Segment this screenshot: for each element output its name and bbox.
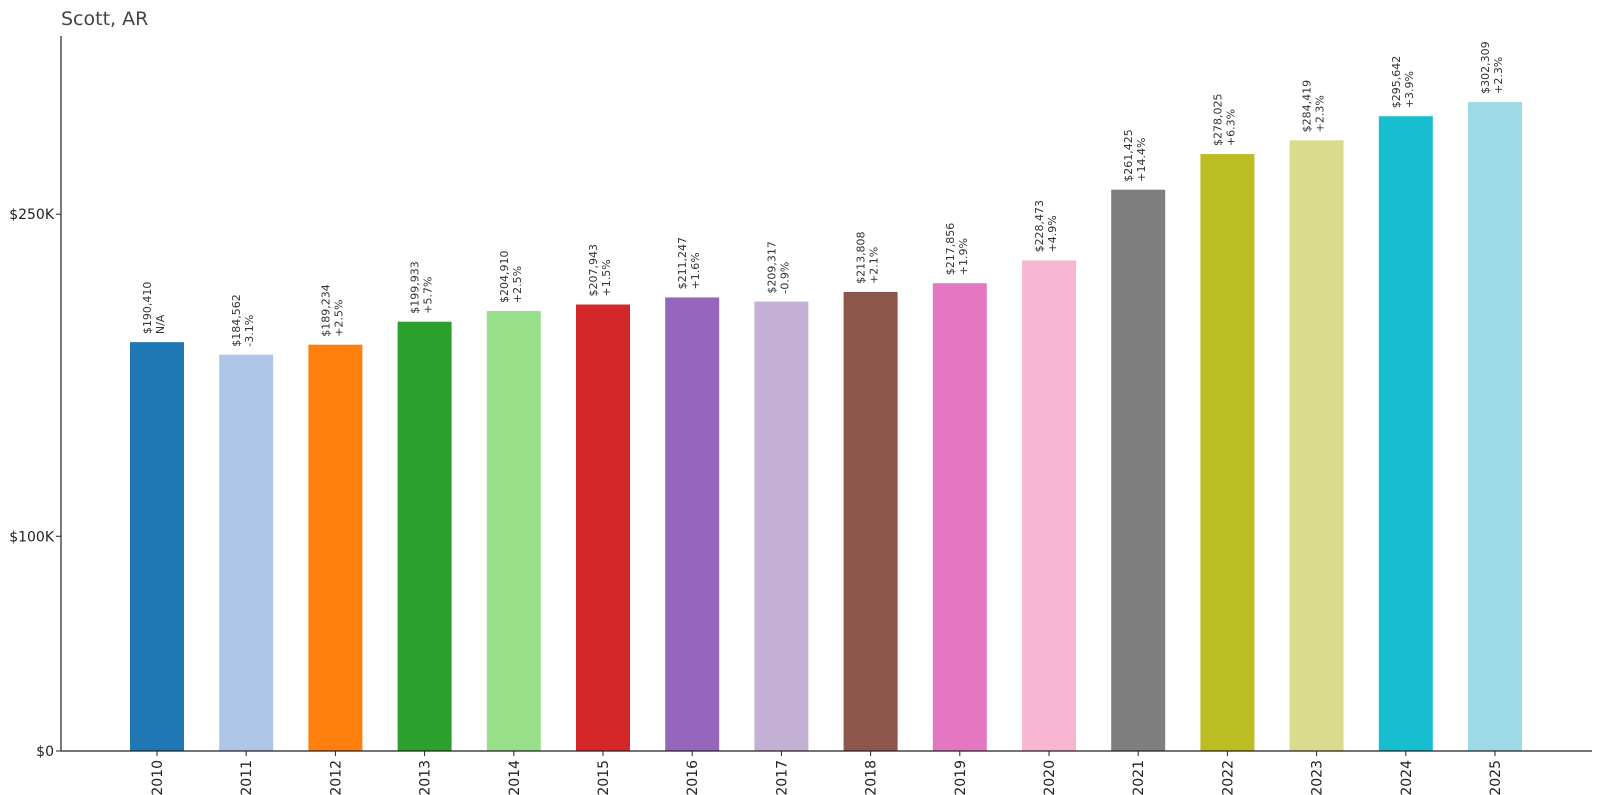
- x-tick-label: 2012: [328, 760, 344, 795]
- bar-2012: [308, 344, 363, 751]
- bar-change-label: +2.5%: [332, 300, 345, 337]
- bar-2014: [486, 311, 541, 751]
- bars: [130, 101, 1522, 752]
- bar-change-label: +5.7%: [422, 277, 435, 314]
- x-tick-label: 2022: [1220, 760, 1236, 795]
- bar-value-label: $211,247: [676, 237, 689, 290]
- x-tick-label: 2025: [1488, 760, 1504, 795]
- bar-2016: [665, 297, 720, 751]
- bar-value-label: $199,933: [409, 261, 422, 314]
- x-tick-label: 2021: [1131, 760, 1147, 795]
- bar-change-label: N/A: [154, 314, 167, 334]
- bar-value-label: $184,562: [230, 294, 243, 347]
- bar-2013: [397, 321, 452, 751]
- x-tick-label: 2019: [953, 760, 969, 795]
- bar-value-label: $209,317: [765, 241, 778, 294]
- y-tick-label: $0: [36, 744, 54, 760]
- bar-2022: [1200, 154, 1255, 751]
- x-axis-ticks: 2010 2011 2012 2013 2014 2015 2016 2017 2018 2019…: [150, 751, 1504, 795]
- bar-change-label: +4.9%: [1046, 215, 1059, 252]
- bar-2019: [932, 283, 987, 751]
- bar-2015: [576, 304, 630, 751]
- x-tick-label: 2011: [239, 760, 255, 795]
- y-tick-label: $100K: [9, 529, 55, 545]
- bar-change-label: +1.6%: [689, 252, 702, 289]
- x-tick-label: 2018: [864, 760, 880, 795]
- x-tick-label: 2010: [150, 760, 166, 795]
- bar-2023: [1289, 140, 1344, 752]
- bar-value-label: $302,309: [1479, 41, 1492, 94]
- bar-change-label: +3.9%: [1403, 71, 1416, 108]
- bar-change-label: -3.1%: [243, 315, 256, 347]
- bar-value-label: $217,856: [944, 223, 957, 276]
- bar-change-label: +14.4%: [1135, 138, 1148, 182]
- chart-title: Scott, AR: [61, 8, 148, 30]
- bar-value-label: $204,910: [498, 251, 511, 304]
- x-tick-label: 2020: [1042, 760, 1058, 795]
- bar-2010: [130, 342, 184, 751]
- y-axis-ticks: $0 $100K $250K: [9, 207, 61, 760]
- bar-2020: [1022, 260, 1076, 751]
- bar-change-label: +2.1%: [868, 247, 881, 284]
- bar-2018: [843, 291, 898, 751]
- bar-value-label: $295,642: [1390, 56, 1403, 109]
- bar-2021: [1111, 189, 1166, 751]
- bar-change-label: +1.5%: [600, 259, 613, 296]
- bar-change-label: +2.3%: [1492, 57, 1505, 94]
- bar-2025: [1468, 101, 1522, 752]
- bar-value-label: $213,808: [855, 231, 868, 284]
- bar-change-label: -0.9%: [778, 262, 791, 294]
- x-tick-label: 2024: [1399, 760, 1415, 795]
- bar-value-label: $189,234: [319, 284, 332, 337]
- x-tick-label: 2016: [685, 760, 701, 795]
- bar-change-label: +1.9%: [957, 238, 970, 275]
- bar-value-label: $207,943: [587, 244, 600, 297]
- bar-value-label: $284,419: [1301, 80, 1314, 133]
- x-tick-label: 2015: [596, 760, 612, 795]
- bar-2017: [754, 301, 809, 751]
- bar-value-label: $278,025: [1211, 94, 1224, 147]
- x-tick-label: 2013: [418, 760, 434, 795]
- bar-value-label: $261,425: [1122, 129, 1135, 182]
- y-tick-label: $250K: [9, 207, 55, 223]
- bar-labels: $190,410 N/A $184,562 -3.1% $189,234 +2.5%$19…: [141, 41, 1505, 346]
- x-tick-label: 2017: [774, 760, 790, 795]
- bar-2011: [219, 354, 274, 751]
- bar-change-label: +2.3%: [1314, 95, 1327, 132]
- bar-change-label: +2.5%: [511, 266, 524, 303]
- bar-2024: [1378, 116, 1433, 751]
- bar-value-label: $228,473: [1033, 200, 1046, 253]
- x-tick-label: 2023: [1310, 760, 1326, 795]
- bar-change-label: +6.3%: [1224, 109, 1237, 146]
- x-tick-label: 2014: [507, 760, 523, 795]
- bar-value-label: $190,410: [141, 282, 154, 335]
